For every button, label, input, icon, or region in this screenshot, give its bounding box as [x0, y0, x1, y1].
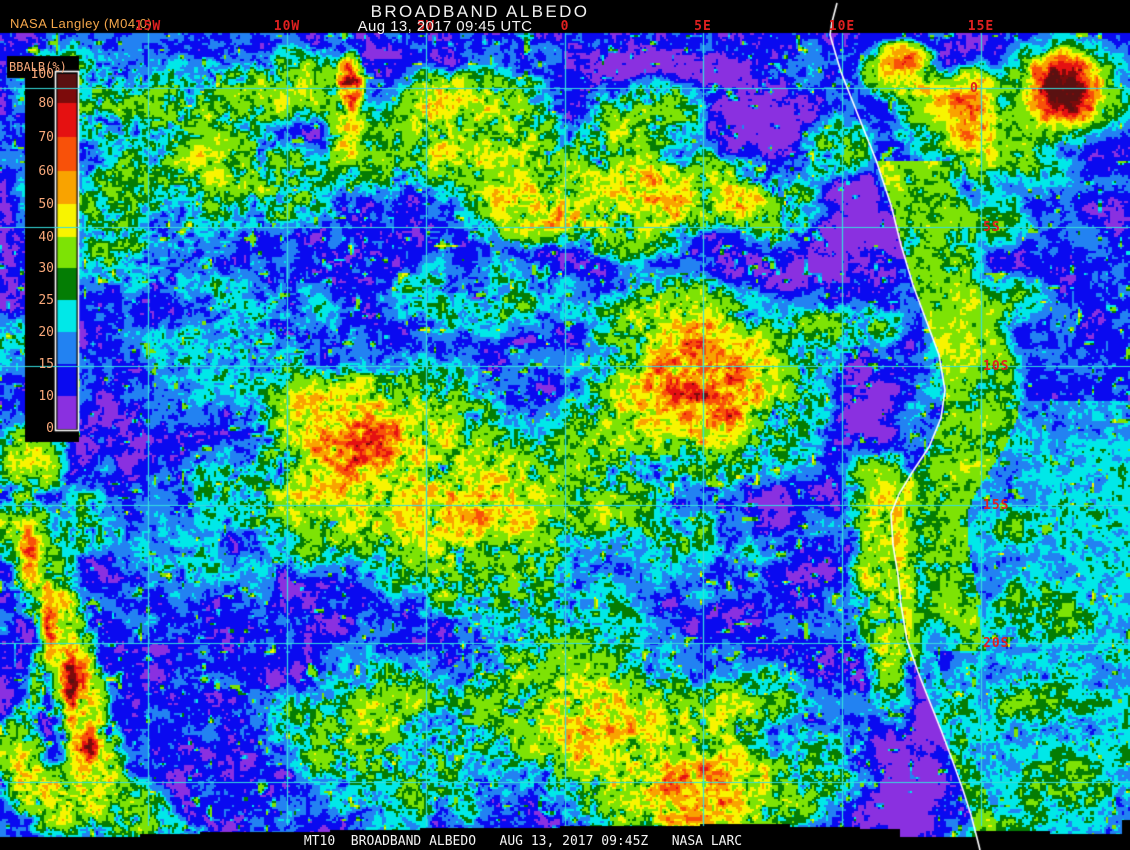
- legend-tick-50: 50: [38, 197, 54, 212]
- legend-tick-15: 15: [38, 357, 54, 372]
- legend-tick-30: 30: [38, 261, 54, 276]
- longitude-label-5E: 5E: [694, 19, 712, 34]
- legend-tick-10: 10: [38, 389, 54, 404]
- legend-tick-60: 60: [38, 164, 54, 179]
- latitude-label-20S: 20S: [983, 636, 1010, 651]
- latitude-label-15S: 15S: [983, 498, 1010, 513]
- legend-tick-70: 70: [38, 130, 54, 145]
- latitude-label-10S: 10S: [983, 359, 1010, 374]
- legend-title: BBALB(%): [9, 60, 67, 74]
- legend-tick-0: 0: [46, 421, 54, 436]
- legend-tick-80: 80: [38, 96, 54, 111]
- legend-tick-20: 20: [38, 325, 54, 340]
- page-title: BROADBAND ALBEDO: [370, 2, 590, 21]
- longitude-label-0: 0: [560, 19, 570, 34]
- latitude-label-0: 0: [970, 81, 979, 96]
- longitude-label-10W: 10W: [273, 19, 301, 34]
- longitude-label-5W: 5W: [417, 19, 435, 34]
- longitude-label-10E: 10E: [828, 19, 856, 34]
- timestamp-subtitle: Aug 13, 2017 09:45 UTC: [357, 18, 533, 35]
- longitude-label-15W: 15W: [134, 19, 162, 34]
- legend-tick-40: 40: [38, 230, 54, 245]
- longitude-label-15E: 15E: [967, 19, 995, 34]
- legend-tick-25: 25: [38, 293, 54, 308]
- latitude-label-5S: 5S: [983, 220, 1001, 235]
- producer-credit: NASA Langley (M04.0): [10, 16, 153, 31]
- footer-annotation: MT10 BROADBAND ALBEDO AUG 13, 2017 09:45…: [303, 834, 743, 849]
- legend-tick-100: 100: [30, 67, 54, 82]
